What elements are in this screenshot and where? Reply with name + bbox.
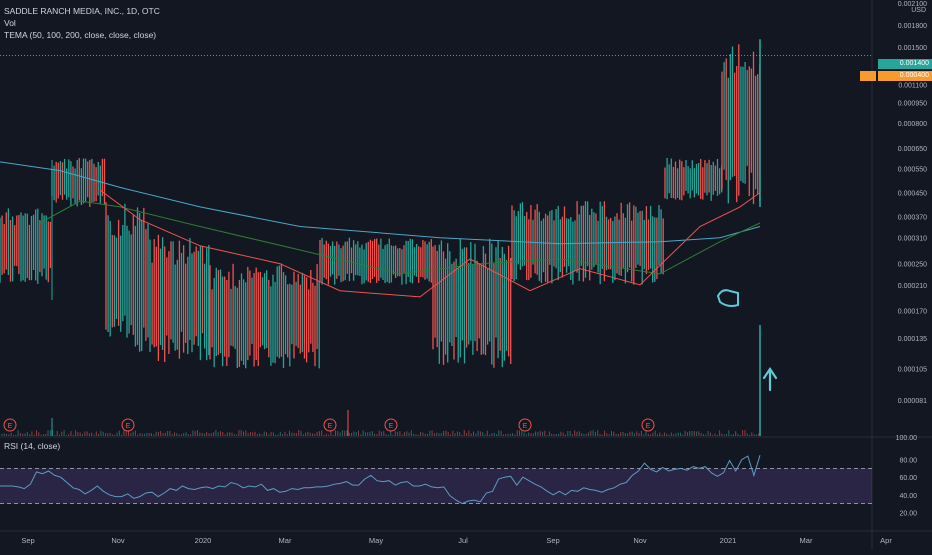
currency-label: USD: [911, 7, 926, 14]
rsi-tick-label: 20.00: [899, 510, 917, 517]
time-tick-label: 2020: [195, 536, 212, 545]
price-tick-label: 0.000210: [898, 283, 927, 290]
pointing-hand-icon: [716, 289, 739, 307]
tema-200-line: [0, 161, 761, 245]
rsi-band: [0, 468, 872, 504]
price-tick-label: 0.000105: [898, 367, 927, 374]
price-tick-label: 0.001100: [898, 83, 927, 90]
last-price-tag: 0.001400: [878, 59, 932, 69]
earnings-marker-icon: [641, 418, 655, 432]
tema-100-line: [39, 200, 761, 275]
earnings-marker-label: E: [646, 423, 651, 430]
time-tick-label: Sep: [21, 536, 34, 545]
price-tick-label: 0.000135: [898, 336, 927, 343]
rsi-tick-label: 40.00: [899, 493, 917, 500]
price-tick-label: 0.001800: [898, 23, 927, 30]
earnings-marker-label: E: [389, 423, 394, 430]
rsi-tick-label: 80.00: [899, 458, 917, 465]
orange-price-value: 0.000400: [899, 72, 929, 79]
earnings-marker-icon: [121, 418, 135, 432]
tema-legend[interactable]: TEMA (50, 100, 200, close, close, close): [4, 30, 157, 40]
price-tick-label: 0.000310: [898, 236, 927, 243]
earnings-marker-icon: [518, 418, 532, 432]
price-tick-label: 0.000370: [898, 214, 927, 221]
volume-legend[interactable]: Vol: [4, 18, 16, 28]
time-tick-label: Sep: [546, 536, 559, 545]
orange-price-tag: 0.000400: [860, 71, 932, 81]
earnings-marker-label: E: [8, 423, 13, 430]
time-tick-label: Jul: [458, 536, 468, 545]
chart-legend: SADDLE RANCH MEDIA, INC., 1D, OTC Vol TE…: [4, 5, 160, 41]
earnings-marker-icon: [384, 418, 398, 432]
earnings-marker-label: E: [523, 423, 528, 430]
price-tick-label: 0.000950: [898, 100, 927, 107]
time-tick-label: Nov: [111, 536, 125, 545]
rsi-legend[interactable]: RSI (14, close): [4, 441, 61, 451]
price-tick-label: 0.000650: [898, 146, 927, 153]
price-tick-label: 0.000550: [898, 166, 927, 173]
rsi-tick-label: 60.00: [899, 475, 917, 482]
rsi-line: [0, 455, 761, 505]
time-tick-label: Apr: [880, 536, 892, 545]
time-tick-label: 2021: [720, 536, 737, 545]
time-tick-label: Mar: [279, 536, 292, 545]
rsi-tick-label: 100.00: [896, 435, 918, 442]
earnings-marker-icon: [3, 418, 17, 432]
tema-50-line: [99, 189, 761, 298]
time-tick-label: Nov: [633, 536, 647, 545]
price-tick-label: 0.000170: [898, 308, 927, 315]
time-tick-label: May: [369, 536, 383, 545]
price-tick-label: 0.000800: [898, 121, 927, 128]
price-tick-label: 0.000081: [898, 398, 927, 405]
orange-tag-marker: [860, 71, 876, 81]
price-tick-label: 0.001500: [898, 45, 927, 52]
earnings-marker-label: E: [328, 423, 333, 430]
earnings-marker-label: E: [126, 423, 131, 430]
price-tick-label: 0.002100: [898, 1, 927, 8]
arrow-up-icon: [762, 367, 778, 392]
earnings-marker-icon: [323, 418, 337, 432]
symbol-title[interactable]: SADDLE RANCH MEDIA, INC., 1D, OTC: [4, 6, 160, 16]
price-tick-label: 0.000250: [898, 262, 927, 269]
price-tick-label: 0.000450: [898, 191, 927, 198]
time-tick-label: Mar: [800, 536, 813, 545]
